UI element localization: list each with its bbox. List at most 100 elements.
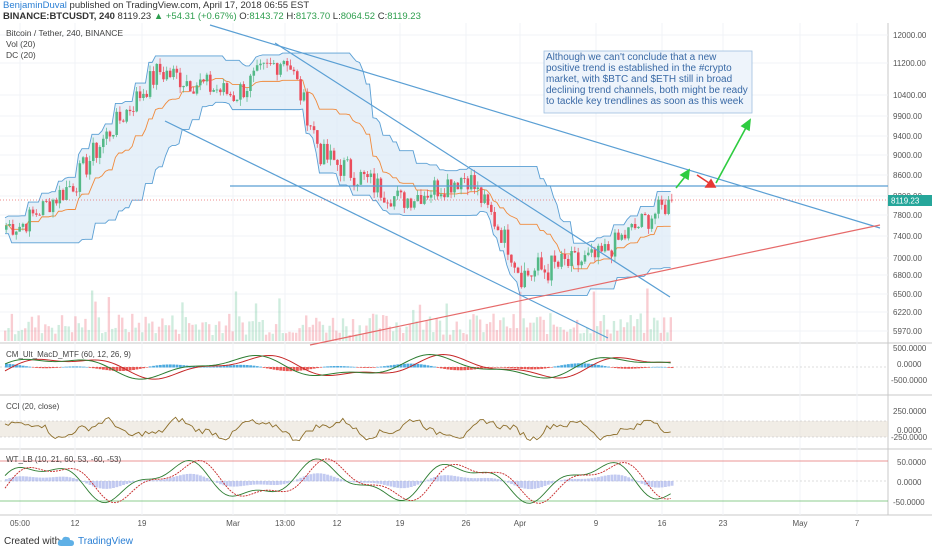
wt-hist-5 — [21, 476, 25, 482]
arrow-up-1-head — [679, 168, 690, 181]
annotation-box[interactable] — [543, 50, 753, 114]
wt-hist-80 — [272, 481, 276, 486]
chart-header: BenjaminDuval published on TradingView.c… — [0, 0, 932, 22]
macd-hist-43 — [148, 366, 152, 368]
volume-bar-132 — [445, 303, 448, 341]
candle-body-48 — [165, 70, 169, 80]
volume-bar-29 — [101, 333, 104, 341]
price-badge-text: 8119.23 — [891, 197, 920, 206]
volume-bar-48 — [164, 325, 167, 341]
wt-hist-135 — [456, 476, 460, 482]
author-link[interactable]: BenjaminDuval — [3, 0, 67, 11]
volume-bar-119 — [402, 332, 405, 341]
macd-hist-197 — [663, 366, 667, 368]
volume-bar-65 — [221, 333, 224, 341]
macd-pane[interactable] — [0, 354, 888, 380]
macd-hist-112 — [379, 366, 383, 368]
wt-hist-6 — [25, 476, 28, 482]
macd-hist-63 — [215, 366, 219, 368]
wt-hist-61 — [209, 479, 212, 482]
wt-hist-93 — [316, 473, 319, 482]
cci-pane[interactable] — [0, 416, 888, 442]
support-line[interactable] — [309, 224, 881, 346]
volume-bar-196 — [659, 332, 662, 341]
candle-body-100 — [339, 164, 343, 176]
candle-body-104 — [352, 177, 356, 187]
trendline-channel-lower[interactable] — [164, 120, 609, 339]
volume-bar-187 — [629, 315, 632, 341]
wt-hist-99 — [336, 478, 339, 482]
wt-hist-47 — [162, 479, 166, 482]
candle-body-145 — [490, 204, 493, 212]
wt-hist-71 — [242, 481, 246, 486]
candle-body-80 — [272, 63, 276, 64]
wt-hist-73 — [249, 481, 253, 485]
macd-hist-186 — [627, 367, 631, 369]
macd-hist-81 — [275, 367, 279, 371]
trendline-upper[interactable] — [209, 24, 881, 229]
candle-body-118 — [399, 190, 403, 193]
volume-bar-14 — [50, 327, 54, 341]
trendline-channel-upper[interactable] — [274, 42, 671, 298]
macd-hist-101 — [342, 366, 346, 368]
candle-body-103 — [349, 159, 353, 178]
candle-body-14 — [51, 199, 55, 213]
macd-hist-59 — [202, 366, 206, 368]
wt-hist-94 — [319, 473, 323, 482]
macd-hist-29 — [102, 367, 105, 370]
candle-body-52 — [178, 72, 182, 88]
volume-bar-134 — [452, 330, 455, 341]
wt-hist-0 — [5, 479, 8, 482]
candle-body-62 — [212, 89, 215, 92]
cci-tick-1: 0.0000 — [897, 426, 922, 435]
candle-body-58 — [199, 79, 202, 86]
candle-body-106 — [359, 171, 363, 185]
volume-bar-153 — [515, 328, 519, 341]
price-axis[interactable]: 12000.00 11200.00 10400.00 9900.00 9400.00 90… — [893, 31, 927, 336]
volume-bar-93 — [315, 317, 318, 341]
time-axis[interactable]: 05:00 12 19 Mar 13:00 12 19 26 Apr 9 16 23 May 7 — [10, 519, 860, 528]
projection-arrows[interactable] — [675, 118, 751, 189]
volume-bar-186 — [626, 322, 629, 341]
tradingview-brand[interactable]: TradingView — [78, 536, 134, 547]
candle-body-107 — [362, 171, 366, 175]
candle-body-47 — [162, 72, 165, 80]
volume-bar-39 — [134, 327, 137, 341]
wt-hist-57 — [195, 474, 199, 482]
time-tick-13: 7 — [855, 519, 860, 528]
wt-pane[interactable] — [0, 458, 888, 504]
volume-bar-46 — [157, 326, 161, 341]
wt-hist-195 — [657, 481, 661, 488]
macd-hist-15 — [55, 367, 59, 368]
donchian-upper — [4, 52, 671, 244]
volume-bar-19 — [67, 326, 70, 341]
price-chart[interactable]: Although we can't conclude that a new po… — [0, 23, 932, 533]
macd-hist-130 — [439, 367, 443, 369]
wt-hist-174 — [587, 478, 590, 482]
wt-hist-31 — [108, 481, 112, 489]
volume-bar-23 — [80, 327, 84, 341]
volume-bar-145 — [489, 322, 492, 341]
volume-bar-51 — [174, 329, 177, 341]
chart-area[interactable]: Although we can't conclude that a new po… — [0, 23, 932, 533]
macd-hist-53 — [182, 365, 186, 368]
volume-bar-193 — [649, 329, 652, 341]
candle-body-102 — [346, 159, 349, 161]
macd-hist-183 — [617, 367, 620, 369]
volume-bar-160 — [539, 316, 542, 341]
wt-hist-18 — [65, 476, 69, 482]
candlesticks — [5, 57, 674, 289]
wt-hist-67 — [229, 481, 232, 487]
wt-hist-103 — [349, 481, 353, 482]
candle-body-98 — [332, 150, 336, 160]
candle-body-124 — [419, 195, 423, 204]
macd-hist-138 — [466, 367, 470, 371]
volume-bar-30 — [104, 332, 107, 341]
candle-body-190 — [640, 213, 644, 227]
macd-hist-11 — [41, 367, 45, 369]
wt-hist-192 — [647, 481, 651, 487]
trendlines[interactable] — [0, 24, 888, 346]
candle-body-75 — [255, 65, 259, 71]
candle-body-117 — [396, 190, 399, 197]
wt-hist-153 — [516, 481, 520, 487]
